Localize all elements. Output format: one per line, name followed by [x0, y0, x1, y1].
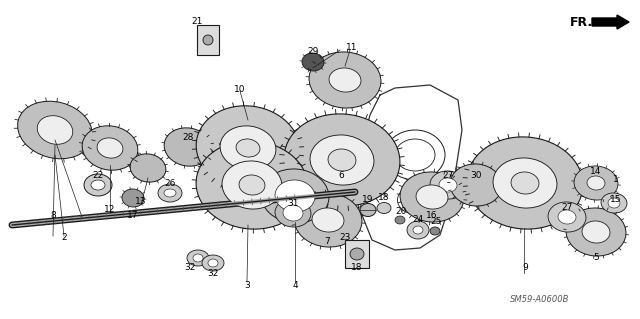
Text: 27: 27 [442, 170, 454, 180]
Ellipse shape [17, 101, 92, 159]
Ellipse shape [511, 172, 539, 194]
Text: 16: 16 [426, 211, 438, 219]
Ellipse shape [400, 172, 464, 222]
Text: 24: 24 [412, 216, 424, 225]
Ellipse shape [193, 254, 203, 262]
FancyArrow shape [592, 15, 629, 29]
Ellipse shape [82, 126, 138, 170]
Text: FR.: FR. [570, 16, 593, 28]
Ellipse shape [187, 250, 209, 266]
Ellipse shape [350, 248, 364, 260]
Text: 14: 14 [590, 167, 602, 176]
Ellipse shape [239, 175, 265, 195]
Ellipse shape [294, 193, 362, 247]
Text: 4: 4 [292, 280, 298, 290]
Text: 10: 10 [234, 85, 246, 94]
Ellipse shape [587, 176, 605, 190]
Ellipse shape [236, 139, 260, 157]
Text: 2: 2 [61, 234, 67, 242]
Ellipse shape [275, 199, 311, 227]
Text: 32: 32 [207, 269, 219, 278]
Bar [197, 25, 219, 55]
Text: 29: 29 [307, 48, 319, 56]
Ellipse shape [275, 180, 315, 212]
Ellipse shape [283, 205, 303, 221]
Ellipse shape [582, 221, 610, 243]
Text: 25: 25 [430, 218, 442, 226]
Ellipse shape [450, 164, 502, 206]
Text: 5: 5 [593, 254, 599, 263]
Ellipse shape [360, 204, 376, 217]
Ellipse shape [310, 135, 374, 185]
Ellipse shape [608, 198, 620, 208]
Ellipse shape [208, 259, 218, 267]
Ellipse shape [202, 255, 224, 271]
Text: 1: 1 [613, 175, 619, 184]
Ellipse shape [196, 106, 300, 190]
Ellipse shape [84, 174, 112, 196]
Ellipse shape [558, 210, 576, 224]
Ellipse shape [407, 221, 429, 239]
Ellipse shape [164, 128, 212, 166]
Ellipse shape [196, 141, 308, 229]
Ellipse shape [158, 184, 182, 202]
Text: 9: 9 [522, 263, 528, 272]
Text: 3: 3 [244, 280, 250, 290]
Text: 8: 8 [50, 211, 56, 219]
Text: 27: 27 [561, 203, 573, 211]
Text: 28: 28 [182, 133, 194, 143]
Text: 18: 18 [378, 194, 390, 203]
Text: SM59-A0600B: SM59-A0600B [510, 295, 570, 305]
Text: 13: 13 [135, 197, 147, 206]
Ellipse shape [395, 216, 405, 224]
Text: 6: 6 [338, 170, 344, 180]
Text: 17: 17 [127, 211, 139, 219]
Ellipse shape [439, 178, 457, 192]
Ellipse shape [222, 161, 282, 209]
Ellipse shape [494, 168, 506, 178]
Text: 7: 7 [324, 238, 330, 247]
Ellipse shape [416, 185, 448, 209]
Ellipse shape [261, 169, 329, 223]
Ellipse shape [467, 137, 583, 229]
Ellipse shape [548, 202, 586, 232]
Text: 23: 23 [339, 233, 351, 241]
Text: 18: 18 [351, 263, 363, 272]
Text: 12: 12 [104, 205, 116, 214]
Ellipse shape [97, 138, 123, 158]
Ellipse shape [203, 35, 213, 45]
Ellipse shape [493, 158, 557, 208]
Ellipse shape [328, 149, 356, 171]
Text: 11: 11 [346, 43, 358, 53]
Ellipse shape [601, 193, 627, 213]
Ellipse shape [91, 180, 105, 190]
Text: 31: 31 [287, 199, 299, 209]
Ellipse shape [312, 208, 344, 232]
Ellipse shape [37, 116, 73, 144]
Ellipse shape [566, 208, 626, 256]
Bar [345, 240, 369, 268]
Text: 19: 19 [362, 196, 374, 204]
Ellipse shape [430, 171, 466, 199]
Text: 26: 26 [164, 179, 176, 188]
Text: 21: 21 [191, 18, 203, 26]
Ellipse shape [309, 52, 381, 108]
Text: 22: 22 [92, 170, 104, 180]
Ellipse shape [302, 53, 324, 71]
Ellipse shape [377, 203, 391, 213]
Ellipse shape [130, 154, 166, 182]
Ellipse shape [413, 226, 423, 234]
Ellipse shape [430, 227, 440, 235]
Text: 30: 30 [470, 170, 482, 180]
Ellipse shape [220, 126, 276, 170]
Text: 20: 20 [396, 207, 406, 217]
Text: 32: 32 [184, 263, 196, 272]
Ellipse shape [574, 166, 618, 200]
Ellipse shape [284, 114, 400, 206]
Ellipse shape [164, 189, 176, 197]
Ellipse shape [329, 68, 361, 92]
Ellipse shape [122, 189, 144, 207]
Text: 15: 15 [611, 196, 621, 204]
